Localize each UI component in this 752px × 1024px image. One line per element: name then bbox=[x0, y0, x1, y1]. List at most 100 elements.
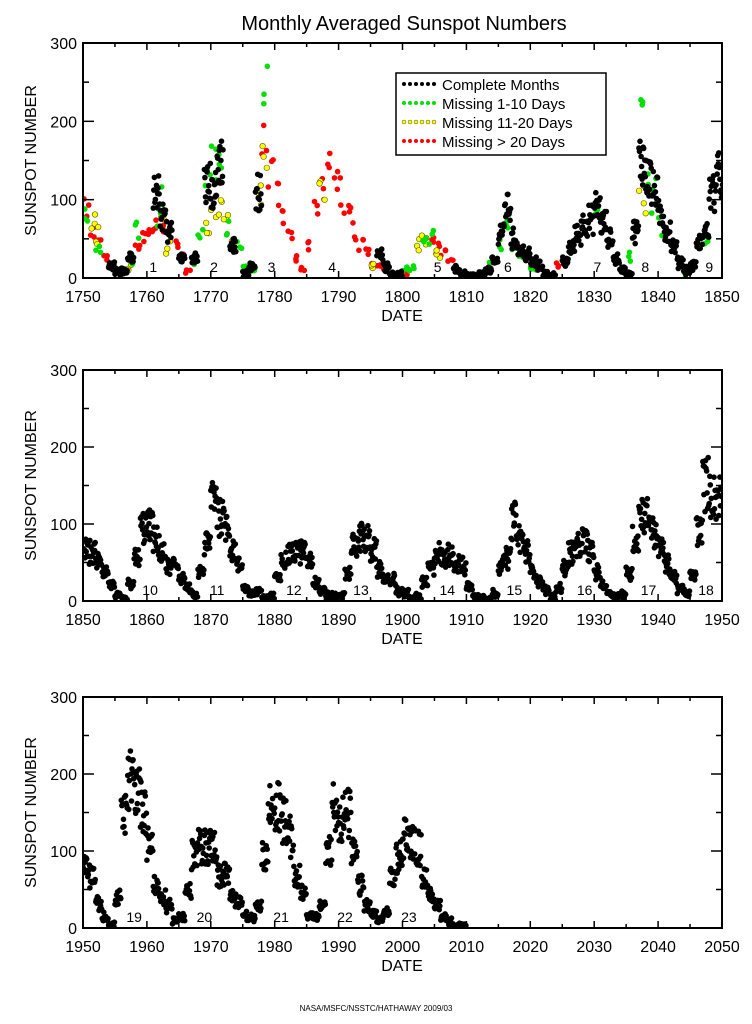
data-point bbox=[105, 570, 111, 577]
data-point bbox=[305, 247, 312, 253]
data-point bbox=[686, 588, 693, 594]
data-point bbox=[258, 587, 265, 594]
data-point bbox=[627, 258, 634, 264]
data-point bbox=[122, 792, 129, 799]
data-point bbox=[420, 237, 426, 244]
data-point bbox=[111, 919, 118, 925]
data-point bbox=[233, 248, 239, 255]
cycle-label: 5 bbox=[434, 259, 442, 275]
data-point bbox=[565, 256, 571, 262]
data-point bbox=[379, 252, 386, 258]
cycle-label: 18 bbox=[698, 582, 714, 598]
data-point bbox=[155, 880, 161, 886]
data-point bbox=[258, 202, 265, 209]
data-point bbox=[445, 546, 451, 553]
data-point bbox=[707, 188, 714, 195]
cycle-label: 3 bbox=[268, 259, 276, 275]
data-point bbox=[639, 99, 646, 105]
data-point bbox=[132, 222, 139, 228]
data-point bbox=[83, 856, 90, 862]
data-point bbox=[708, 205, 714, 211]
data-point bbox=[410, 263, 417, 269]
data-point bbox=[286, 818, 292, 825]
data-point bbox=[219, 498, 226, 505]
y-tick-label: 200 bbox=[50, 114, 77, 131]
data-point bbox=[341, 590, 348, 596]
legend-marker bbox=[402, 139, 406, 143]
data-point bbox=[155, 185, 161, 191]
x-tick-label: 1940 bbox=[640, 612, 676, 629]
data-point bbox=[256, 196, 263, 203]
cycle-label: 22 bbox=[337, 909, 353, 925]
data-point bbox=[462, 572, 468, 578]
data-point bbox=[210, 205, 216, 211]
data-point bbox=[265, 859, 271, 865]
data-point bbox=[87, 537, 93, 544]
data-point bbox=[714, 171, 720, 177]
data-point bbox=[195, 232, 201, 238]
data-point bbox=[130, 757, 136, 763]
y-tick-label: 100 bbox=[50, 517, 77, 534]
data-point bbox=[85, 202, 92, 208]
data-point bbox=[699, 241, 706, 248]
data-point bbox=[513, 512, 519, 518]
data-point bbox=[128, 798, 135, 804]
data-point bbox=[555, 264, 561, 270]
data-point bbox=[638, 163, 645, 170]
data-point bbox=[575, 530, 581, 537]
data-point bbox=[175, 565, 182, 572]
data-point bbox=[523, 547, 530, 554]
data-point bbox=[533, 254, 539, 260]
data-point bbox=[418, 832, 424, 838]
data-point bbox=[233, 891, 239, 897]
data-point bbox=[103, 564, 110, 570]
data-point bbox=[400, 836, 406, 842]
data-point bbox=[346, 827, 353, 834]
data-point bbox=[632, 240, 638, 247]
data-point bbox=[161, 541, 167, 547]
y-axis-label: SUNSPOT NUMBER bbox=[23, 737, 40, 888]
data-point bbox=[130, 254, 137, 261]
cycle-label: 15 bbox=[507, 582, 523, 598]
data-point bbox=[654, 174, 661, 181]
data-point bbox=[263, 147, 270, 154]
data-point bbox=[154, 524, 160, 530]
data-point bbox=[203, 229, 210, 237]
data-point bbox=[373, 538, 380, 544]
data-point bbox=[218, 157, 224, 164]
data-point bbox=[339, 838, 345, 845]
legend-marker bbox=[425, 119, 431, 125]
data-point bbox=[287, 854, 294, 861]
data-point bbox=[269, 795, 276, 802]
legend-label: Missing > 20 Days bbox=[442, 134, 565, 151]
data-point bbox=[293, 868, 300, 874]
data-point bbox=[353, 553, 360, 559]
data-point bbox=[603, 583, 610, 589]
data-point bbox=[653, 521, 659, 528]
data-point bbox=[510, 225, 517, 231]
data-point bbox=[399, 862, 405, 869]
data-point bbox=[638, 153, 644, 160]
data-point bbox=[655, 553, 662, 560]
data-point bbox=[254, 185, 260, 192]
data-point bbox=[225, 880, 232, 886]
data-point bbox=[240, 263, 247, 270]
data-point bbox=[277, 577, 284, 584]
data-point bbox=[449, 544, 455, 550]
data-point bbox=[183, 267, 190, 273]
data-point bbox=[105, 915, 111, 922]
cycle-label: 12 bbox=[286, 582, 302, 598]
data-point bbox=[135, 547, 142, 553]
data-point bbox=[436, 243, 443, 250]
legend-marker bbox=[426, 82, 430, 86]
x-axis-label: DATE bbox=[381, 308, 422, 325]
data-point bbox=[221, 508, 227, 514]
data-point bbox=[232, 541, 239, 547]
x-tick-label: 1810 bbox=[449, 289, 485, 306]
data-point bbox=[202, 194, 209, 200]
data-point bbox=[642, 173, 649, 180]
data-point bbox=[429, 891, 436, 897]
data-point bbox=[97, 249, 104, 256]
data-point bbox=[635, 223, 642, 229]
data-point bbox=[286, 838, 293, 844]
